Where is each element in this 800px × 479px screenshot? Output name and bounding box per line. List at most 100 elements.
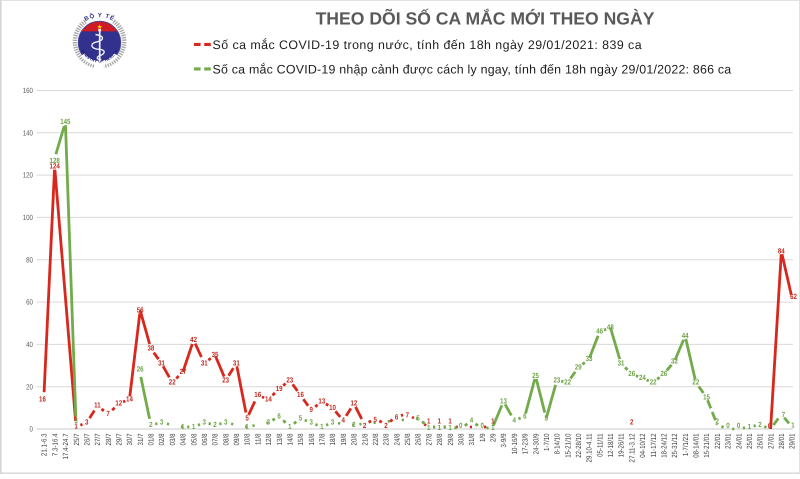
- svg-text:1: 1: [491, 416, 494, 425]
- svg-text:22: 22: [650, 378, 657, 387]
- svg-text:30/7: 30/7: [125, 434, 134, 446]
- svg-text:25: 25: [532, 371, 539, 380]
- svg-text:26: 26: [137, 365, 144, 374]
- svg-text:3: 3: [267, 418, 270, 427]
- svg-text:31: 31: [201, 358, 208, 367]
- svg-text:1/9: 1/9: [478, 434, 487, 443]
- svg-text:26/7: 26/7: [82, 434, 91, 446]
- svg-text:16: 16: [297, 390, 304, 399]
- svg-text:46: 46: [596, 327, 603, 336]
- svg-text:BỘ Y TẾ: BỘ Y TẾ: [83, 11, 116, 22]
- svg-text:1: 1: [448, 416, 451, 425]
- svg-text:20: 20: [26, 382, 33, 391]
- svg-text:03/8: 03/8: [168, 434, 177, 446]
- svg-text:32: 32: [671, 356, 678, 365]
- svg-text:19/8: 19/8: [339, 434, 348, 446]
- svg-text:11-17/12: 11-17/12: [649, 434, 658, 458]
- svg-text:14: 14: [126, 394, 134, 403]
- svg-text:84: 84: [778, 246, 786, 255]
- svg-text:1: 1: [245, 422, 248, 431]
- svg-text:26/8: 26/8: [414, 434, 423, 446]
- svg-text:27: 27: [180, 367, 187, 376]
- svg-text:1: 1: [748, 422, 751, 431]
- svg-text:4: 4: [470, 416, 474, 425]
- svg-text:42: 42: [190, 335, 197, 344]
- svg-text:29/7: 29/7: [115, 434, 124, 446]
- svg-text:48: 48: [607, 323, 614, 332]
- svg-text:17.4-24.7: 17.4-24.7: [61, 434, 70, 460]
- svg-text:10-16/9: 10-16/9: [510, 434, 519, 455]
- svg-text:25/01: 25/01: [745, 434, 754, 449]
- svg-text:1: 1: [427, 416, 430, 425]
- svg-text:60: 60: [26, 298, 33, 307]
- svg-text:2: 2: [149, 420, 152, 429]
- svg-text:05-11/11: 05-11/11: [595, 434, 604, 457]
- svg-text:23/8: 23/8: [382, 434, 391, 446]
- svg-text:09/8: 09/8: [232, 434, 241, 446]
- svg-text:6: 6: [277, 411, 280, 420]
- svg-text:3: 3: [74, 416, 77, 425]
- svg-text:04-10/12: 04-10/12: [638, 434, 647, 458]
- svg-text:16: 16: [254, 390, 261, 399]
- svg-text:12/8: 12/8: [264, 434, 273, 446]
- svg-text:THEO DÕI SỐ CA MẮC MỚI THEO NG: THEO DÕI SỐ CA MẮC MỚI THEO NGÀY: [316, 9, 655, 29]
- svg-text:24: 24: [639, 373, 647, 382]
- svg-text:01/8: 01/8: [147, 434, 156, 446]
- svg-text:40: 40: [26, 340, 33, 349]
- svg-text:120: 120: [23, 171, 33, 180]
- svg-text:3: 3: [203, 418, 206, 427]
- svg-text:1-7/1/21: 1-7/1/21: [681, 434, 690, 457]
- svg-text:0: 0: [480, 421, 483, 430]
- svg-text:1: 1: [74, 422, 77, 431]
- svg-text:9: 9: [309, 405, 312, 414]
- svg-text:80: 80: [26, 255, 33, 264]
- svg-text:44: 44: [682, 331, 690, 340]
- svg-text:10/8: 10/8: [243, 434, 252, 446]
- svg-text:21.1-6.3: 21.1-6.3: [40, 434, 49, 457]
- svg-text:24/01: 24/01: [734, 434, 743, 449]
- svg-text:3: 3: [309, 418, 312, 427]
- svg-text:6: 6: [523, 411, 526, 420]
- svg-text:02/8: 02/8: [157, 434, 166, 446]
- svg-text:06/8: 06/8: [200, 434, 209, 446]
- svg-text:13: 13: [318, 397, 325, 406]
- svg-text:29/01: 29/01: [788, 434, 797, 449]
- svg-text:13: 13: [500, 397, 507, 406]
- svg-text:35: 35: [212, 350, 219, 359]
- svg-text:08-14/01: 08-14/01: [692, 434, 701, 458]
- svg-text:5: 5: [374, 415, 377, 424]
- svg-text:20/8: 20/8: [350, 434, 359, 446]
- svg-text:16: 16: [39, 395, 46, 404]
- svg-text:14/8: 14/8: [286, 434, 295, 446]
- svg-text:0: 0: [30, 425, 33, 434]
- svg-text:22-28/10: 22-28/10: [574, 434, 583, 458]
- svg-text:22: 22: [169, 378, 176, 387]
- svg-text:17/8: 17/8: [318, 434, 327, 446]
- svg-text:25/8: 25/8: [403, 434, 412, 446]
- svg-text:22: 22: [692, 378, 699, 387]
- svg-text:1: 1: [427, 423, 430, 432]
- svg-text:2: 2: [630, 418, 633, 427]
- svg-text:2: 2: [758, 420, 761, 429]
- svg-text:5: 5: [544, 413, 547, 422]
- svg-text:07/8: 07/8: [211, 434, 220, 446]
- svg-text:100: 100: [23, 213, 33, 222]
- svg-text:4: 4: [341, 416, 345, 425]
- svg-text:3: 3: [85, 418, 88, 427]
- svg-text:28/7: 28/7: [104, 434, 113, 446]
- svg-text:1: 1: [438, 423, 441, 432]
- svg-text:5: 5: [245, 413, 248, 422]
- svg-text:62: 62: [790, 292, 797, 301]
- svg-text:0: 0: [459, 421, 462, 430]
- svg-text:1: 1: [192, 422, 195, 431]
- svg-text:31/7: 31/7: [136, 434, 145, 446]
- svg-text:29/8: 29/8: [446, 434, 455, 446]
- svg-text:27/01: 27/01: [766, 434, 775, 449]
- svg-text:0: 0: [726, 421, 729, 430]
- svg-text:1: 1: [181, 422, 184, 431]
- svg-text:22: 22: [564, 378, 571, 387]
- svg-text:24-30/9: 24-30/9: [531, 434, 540, 455]
- svg-text:3: 3: [160, 418, 163, 427]
- svg-text:160: 160: [23, 86, 33, 95]
- svg-text:27.11-3.12: 27.11-3.12: [627, 434, 636, 463]
